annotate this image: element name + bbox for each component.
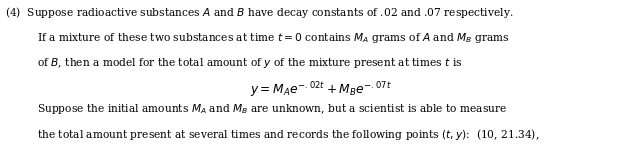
- Text: $y = M_A e^{-.02t} + M_B e^{-.07t}$: $y = M_A e^{-.02t} + M_B e^{-.07t}$: [250, 80, 392, 100]
- Text: (4)  Suppose radioactive substances $A$ and $B$ have decay constants of .02 and : (4) Suppose radioactive substances $A$ a…: [5, 4, 514, 20]
- Text: Suppose the initial amounts $M_A$ and $M_B$ are unknown, but a scientist is able: Suppose the initial amounts $M_A$ and $M…: [37, 102, 508, 116]
- Text: If a mixture of these two substances at time $t = 0$ contains $M_A$ grams of $A$: If a mixture of these two substances at …: [37, 31, 510, 45]
- Text: the total amount present at several times and records the following points $(t, : the total amount present at several time…: [37, 127, 540, 142]
- Text: of $B$, then a model for the total amount of $y$ of the mixture present at times: of $B$, then a model for the total amoun…: [37, 56, 463, 70]
